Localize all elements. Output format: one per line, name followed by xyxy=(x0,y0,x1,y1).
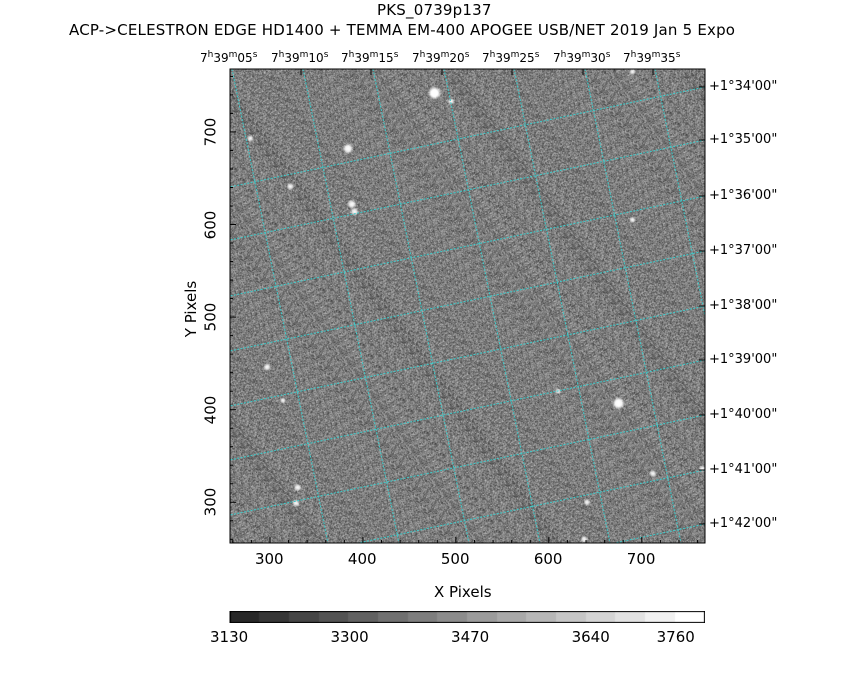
dec-grid-line xyxy=(230,195,705,297)
dec-label: +1°35'00" xyxy=(709,132,778,147)
colorbar-label: 3640 xyxy=(571,628,610,646)
dec-label: +1°39'00" xyxy=(709,352,778,367)
dec-grid-line xyxy=(230,86,705,188)
y-tick-label: 400 xyxy=(201,395,220,425)
colorbar-label: 3760 xyxy=(656,628,695,646)
coordinate-grid xyxy=(230,69,705,543)
object-title: PKS_0739p137 xyxy=(377,1,492,19)
dec-grid-line xyxy=(612,523,705,543)
ra-label: 7h39m05s xyxy=(200,50,258,65)
y-tick-label: 500 xyxy=(201,302,220,332)
ra-label: 7h39m10s xyxy=(271,50,329,65)
x-tick-label: 500 xyxy=(440,550,470,568)
y-tick-label: 700 xyxy=(201,117,220,147)
dec-label: +1°41'00" xyxy=(709,462,778,477)
dec-grid-line xyxy=(230,250,705,352)
colorbar-label: 3130 xyxy=(210,628,249,646)
dec-label: +1°42'00" xyxy=(709,516,778,531)
ra-grid-line xyxy=(443,69,541,543)
y-tick-label: 600 xyxy=(201,210,220,239)
ra-grid-line xyxy=(302,69,400,543)
dec-grid-line xyxy=(230,414,705,516)
dec-grid-line xyxy=(230,359,705,461)
ra-grid-line xyxy=(231,69,329,543)
x-tick-label: 600 xyxy=(533,550,563,568)
ra-axis-labels: 7h39m05s 7h39m10s 7h39m15s 7h39m20s 7h39m25s… xyxy=(198,50,684,68)
x-axis-title: X Pixels xyxy=(434,583,492,601)
dec-label: +1°34'00" xyxy=(709,79,778,94)
ra-grid-line xyxy=(513,69,611,543)
instrument-line: ACP->CELESTRON EDGE HD1400 + TEMMA EM-40… xyxy=(69,21,736,39)
ra-label: 7h39m35s xyxy=(623,50,681,65)
x-tick-label: 700 xyxy=(626,550,656,568)
colorbar-label: 3470 xyxy=(451,628,490,646)
dec-label: +1°40'00" xyxy=(709,407,778,422)
ra-label: 7h39m20s xyxy=(412,50,470,65)
ra-grid-line xyxy=(372,69,470,543)
ra-label: 7h39m15s xyxy=(341,50,399,65)
colorbar xyxy=(230,611,705,623)
dec-label: +1°36'00" xyxy=(709,188,778,203)
sky-image xyxy=(230,69,705,543)
x-tick-label: 300 xyxy=(254,550,284,568)
x-tick-label: 400 xyxy=(347,550,377,568)
dec-grid-line xyxy=(230,139,705,241)
colorbar-label: 3300 xyxy=(330,628,369,646)
y-tick-label: 300 xyxy=(201,487,220,517)
ra-label: 7h39m25s xyxy=(482,50,540,65)
y-axis-title: Y Pixels xyxy=(182,280,201,338)
dec-grid-line xyxy=(355,469,705,543)
dec-grid-line xyxy=(230,305,705,407)
dec-label: +1°38'00" xyxy=(709,298,778,313)
ra-grid-line xyxy=(584,69,682,543)
ra-label: 7h39m30s xyxy=(553,50,611,65)
dec-label: +1°37'00" xyxy=(709,243,778,258)
plot-frame xyxy=(229,68,706,544)
